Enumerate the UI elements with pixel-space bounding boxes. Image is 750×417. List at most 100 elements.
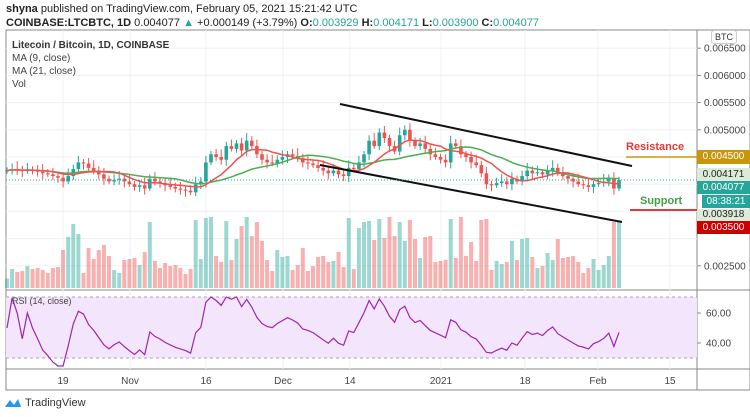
candle-body xyxy=(148,178,152,189)
candle-body xyxy=(91,167,96,171)
candle-body xyxy=(76,162,81,169)
candle-body xyxy=(326,170,331,174)
volume-bar xyxy=(535,268,540,288)
candle-body xyxy=(397,135,402,152)
candle-body xyxy=(301,158,305,163)
volume-bar xyxy=(127,259,132,288)
volume-bar xyxy=(152,261,157,288)
volume-bar xyxy=(285,256,290,288)
candle-body xyxy=(377,132,382,147)
candle-body xyxy=(173,186,178,189)
price-tick-label: 0.005500 xyxy=(704,98,746,109)
time-tick-label: 18 xyxy=(519,376,531,387)
volume-bar xyxy=(112,270,117,288)
currency-button[interactable]: BTC xyxy=(711,30,737,44)
volume-bar xyxy=(520,239,525,288)
candle-body xyxy=(423,143,427,149)
ma21-legend: MA (21, close) xyxy=(12,66,76,77)
low-price-label: 0.003918 xyxy=(697,209,750,221)
candle-body xyxy=(525,170,529,177)
candle-body xyxy=(97,170,101,175)
candle-body xyxy=(556,167,560,174)
volume-bar xyxy=(56,267,60,288)
volume-bar xyxy=(311,266,315,288)
rsi-tick-label: 40.00 xyxy=(706,339,731,350)
last-price-label: 0.004077 xyxy=(697,181,750,194)
volume-bar xyxy=(117,273,122,288)
rsi-legend: RSI (14, close) xyxy=(12,296,72,306)
volume-bar xyxy=(20,271,25,288)
volume-bar xyxy=(341,267,346,288)
rsi-line xyxy=(6,296,620,367)
volume-bar xyxy=(443,260,448,288)
volume-bar xyxy=(515,260,519,288)
volume-bar xyxy=(142,252,147,288)
candle-body xyxy=(505,181,509,185)
candle-body xyxy=(219,157,223,160)
candle-body xyxy=(550,167,555,171)
volume-bar xyxy=(611,222,616,288)
candle-body xyxy=(168,185,172,187)
candle-body xyxy=(566,176,570,179)
candle-body xyxy=(510,178,514,185)
channel-lower-line xyxy=(319,164,623,223)
price-tick-label: 0.006500 xyxy=(704,44,746,55)
volume-bar xyxy=(540,266,545,288)
candle-body xyxy=(530,170,535,174)
volume-bar xyxy=(586,268,591,288)
close-value: 0.004077 xyxy=(493,17,540,29)
volume-bar xyxy=(295,265,300,288)
price-tick-label: 0.002500 xyxy=(704,261,746,272)
volume-bar xyxy=(464,256,468,288)
candle-body xyxy=(122,178,127,182)
volume-bar xyxy=(147,222,152,288)
close-label: C: xyxy=(481,17,494,29)
tradingview-logo[interactable]: TradingView xyxy=(4,397,86,409)
volume-bar xyxy=(509,241,514,288)
candle-body xyxy=(234,143,239,149)
volume-bar xyxy=(566,257,570,288)
volume-bar xyxy=(173,265,178,288)
volume-bar xyxy=(71,224,76,288)
low-label: L: xyxy=(422,17,433,29)
candle-body xyxy=(520,176,524,182)
volume-bar xyxy=(260,241,264,288)
volume-bar xyxy=(229,260,234,288)
candle-body xyxy=(346,167,351,177)
candle-body xyxy=(607,178,611,182)
volume-bar xyxy=(453,258,458,288)
candle-body xyxy=(321,167,325,171)
candle-body xyxy=(433,154,438,157)
candle-body xyxy=(153,178,157,182)
volume-bar xyxy=(423,237,428,288)
volume-legend: Vol xyxy=(12,79,26,90)
volume-bar xyxy=(239,226,244,288)
bar-countdown-label: 08:38:21 xyxy=(702,195,750,208)
candle-body xyxy=(474,162,478,166)
volume-bar xyxy=(402,241,407,288)
candle-body xyxy=(479,165,484,174)
volume-bar xyxy=(372,240,377,288)
candle-body xyxy=(270,162,274,164)
volume-bar xyxy=(392,236,397,288)
volume-bar xyxy=(331,261,336,288)
volume-bar xyxy=(484,219,489,288)
volume-bar xyxy=(35,268,40,288)
candle-body xyxy=(469,157,473,163)
candle-body xyxy=(499,181,504,184)
publish-line: shyna published on TradingView.com, Febr… xyxy=(6,3,357,15)
time-tick-label: Feb xyxy=(589,376,607,387)
volume-bar xyxy=(413,239,417,288)
candle-body xyxy=(484,173,489,185)
time-tick-label: Nov xyxy=(121,376,139,387)
volume-bar xyxy=(346,218,351,288)
volume-bar xyxy=(387,217,392,288)
candle-body xyxy=(545,170,550,175)
volume-bar xyxy=(209,217,213,288)
candle-body xyxy=(158,181,162,184)
volume-bar xyxy=(163,263,168,288)
volume-bar xyxy=(280,257,285,288)
candle-body xyxy=(250,140,254,147)
ohlc-line: COINBASE:LTCBTC, 1D 0.004077 ▲ +0.000149… xyxy=(6,17,539,29)
